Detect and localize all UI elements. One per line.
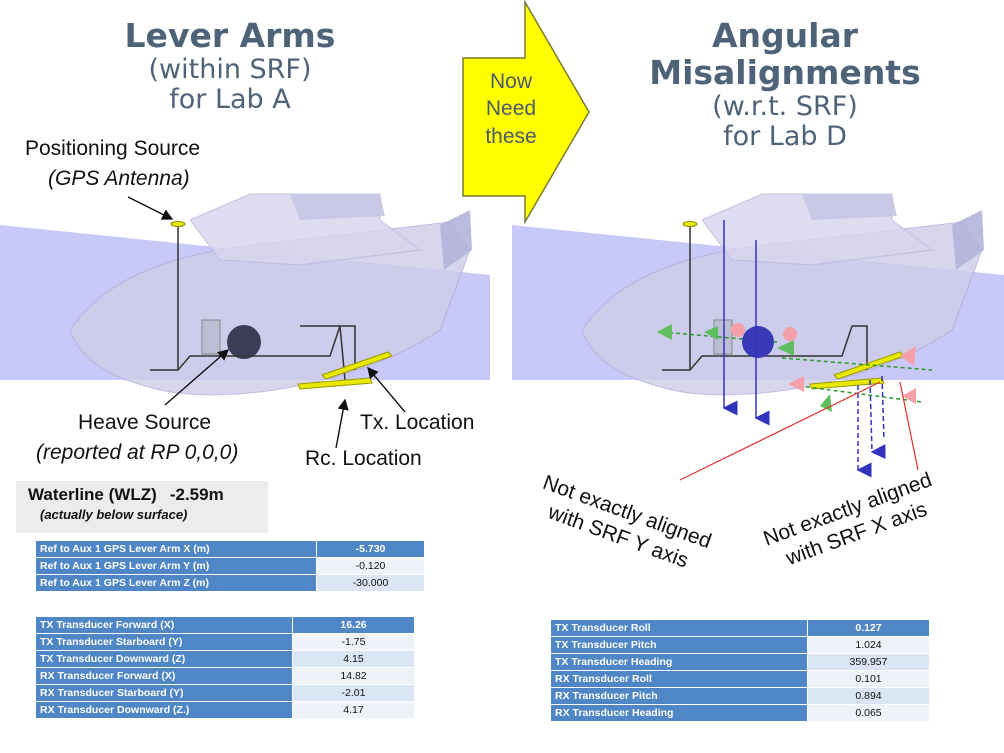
row-label: RX Transducer Heading <box>550 704 808 722</box>
row-label: RX Transducer Starboard (Y) <box>35 684 293 702</box>
red-leader-lines <box>679 381 919 481</box>
row-label: TX Transducer Starboard (Y) <box>35 633 293 651</box>
table-row: TX Transducer Pitch 1.024 <box>550 636 930 654</box>
row-value: 0.101 <box>807 670 930 688</box>
row-label: TX Transducer Roll <box>550 619 808 637</box>
row-label: RX Transducer Downward (Z.) <box>35 701 293 719</box>
arrow-text-line1: Now <box>489 70 532 93</box>
row-value: 4.17 <box>292 701 415 719</box>
row-label: TX Transducer Forward (X) <box>35 616 293 634</box>
waterline-value: -2.59m <box>169 485 224 504</box>
table-row: TX Transducer Starboard (Y) -1.75 <box>35 633 415 651</box>
gps-lever-arm-table: Ref to Aux 1 GPS Lever Arm X (m) -5.730 Re… <box>35 540 425 592</box>
table-row: TX Transducer Roll 0.127 <box>550 619 930 637</box>
row-value: 14.82 <box>292 667 415 685</box>
waterline-note: (actually below surface) <box>40 507 188 522</box>
row-value: 1.024 <box>807 636 930 654</box>
table-row: Ref to Aux 1 GPS Lever Arm Y (m) -0.120 <box>35 557 425 575</box>
right-title-line2: (w.r.t. SRF) <box>712 90 858 122</box>
row-value: -0.120 <box>316 557 425 575</box>
arrow-text-line3: these <box>485 124 537 148</box>
table-row: Ref to Aux 1 GPS Lever Arm X (m) -5.730 <box>35 540 425 558</box>
row-value: -30.000 <box>316 574 425 592</box>
heave-note-label: (reported at RP 0,0,0) <box>36 441 239 464</box>
row-value: 16.26 <box>292 616 415 634</box>
row-value: 4.15 <box>292 650 415 668</box>
table-row: Ref to Aux 1 GPS Lever Arm Z (m) -30.000 <box>35 574 425 592</box>
row-value: -5.730 <box>316 540 425 558</box>
row-label: Ref to Aux 1 GPS Lever Arm X (m) <box>35 540 317 558</box>
table-row: RX Transducer Forward (X) 14.82 <box>35 667 415 685</box>
row-value: 0.894 <box>807 687 930 705</box>
waterline-label: Waterline (WLZ) <box>28 485 157 504</box>
row-value: -1.75 <box>292 633 415 651</box>
table-row: RX Transducer Downward (Z.) 4.17 <box>35 701 415 719</box>
transducer-lever-arm-table: TX Transducer Forward (X) 16.26 TX Transdu… <box>35 616 415 719</box>
row-value: 0.127 <box>807 619 930 637</box>
row-label: RX Transducer Pitch <box>550 687 808 705</box>
table-row: RX Transducer Starboard (Y) -2.01 <box>35 684 415 702</box>
right-title: Angular Misalignments (w.r.t. SRF) for L… <box>590 16 980 153</box>
left-title: Lever Arms (within SRF) for Lab A <box>90 16 370 116</box>
row-label: Ref to Aux 1 GPS Lever Arm Z (m) <box>35 574 317 592</box>
positioning-source-label: Positioning Source <box>25 137 201 160</box>
table-row: RX Transducer Pitch 0.894 <box>550 687 930 705</box>
arrow-text-line2: Need <box>485 97 537 121</box>
row-value: 0.065 <box>807 704 930 722</box>
waterline-box: Waterline (WLZ) -2.59m (actually below s… <box>16 481 268 533</box>
row-label: RX Transducer Roll <box>550 670 808 688</box>
left-title-line1: Lever Arms <box>124 16 336 55</box>
row-label: RX Transducer Forward (X) <box>35 667 293 685</box>
table-row: RX Transducer Heading 0.065 <box>550 704 930 722</box>
right-title-line1: Angular Misalignments <box>649 16 921 92</box>
gps-antenna-label: (GPS Antenna) <box>48 167 190 190</box>
row-label: TX Transducer Downward (Z) <box>35 650 293 668</box>
misalignment-table: TX Transducer Roll 0.127 TX Transducer Pit… <box>550 619 930 722</box>
heave-source-label: Heave Source <box>78 411 212 434</box>
tx-location-label: Tx. Location <box>360 411 475 434</box>
right-title-line3: for Lab D <box>723 121 847 153</box>
table-row: TX Transducer Forward (X) 16.26 <box>35 616 415 634</box>
row-value: -2.01 <box>292 684 415 702</box>
left-title-line2: (within SRF) <box>148 53 312 85</box>
arrow-text: Now Need these <box>465 68 557 150</box>
table-row: RX Transducer Roll 0.101 <box>550 670 930 688</box>
row-label: TX Transducer Heading <box>550 653 808 671</box>
table-row: TX Transducer Heading 359.957 <box>550 653 930 671</box>
now-need-arrow-icon <box>462 0 590 225</box>
row-value: 359.957 <box>807 653 930 671</box>
misalignment-boat-graphic <box>512 193 1004 478</box>
row-label: TX Transducer Pitch <box>550 636 808 654</box>
lever-arms-boat-graphic <box>0 193 490 396</box>
table-row: TX Transducer Downward (Z) 4.15 <box>35 650 415 668</box>
row-label: Ref to Aux 1 GPS Lever Arm Y (m) <box>35 557 317 575</box>
left-title-line3: for Lab A <box>169 84 291 116</box>
rc-location-label: Rc. Location <box>305 447 422 470</box>
left-leader-lines <box>127 196 406 449</box>
